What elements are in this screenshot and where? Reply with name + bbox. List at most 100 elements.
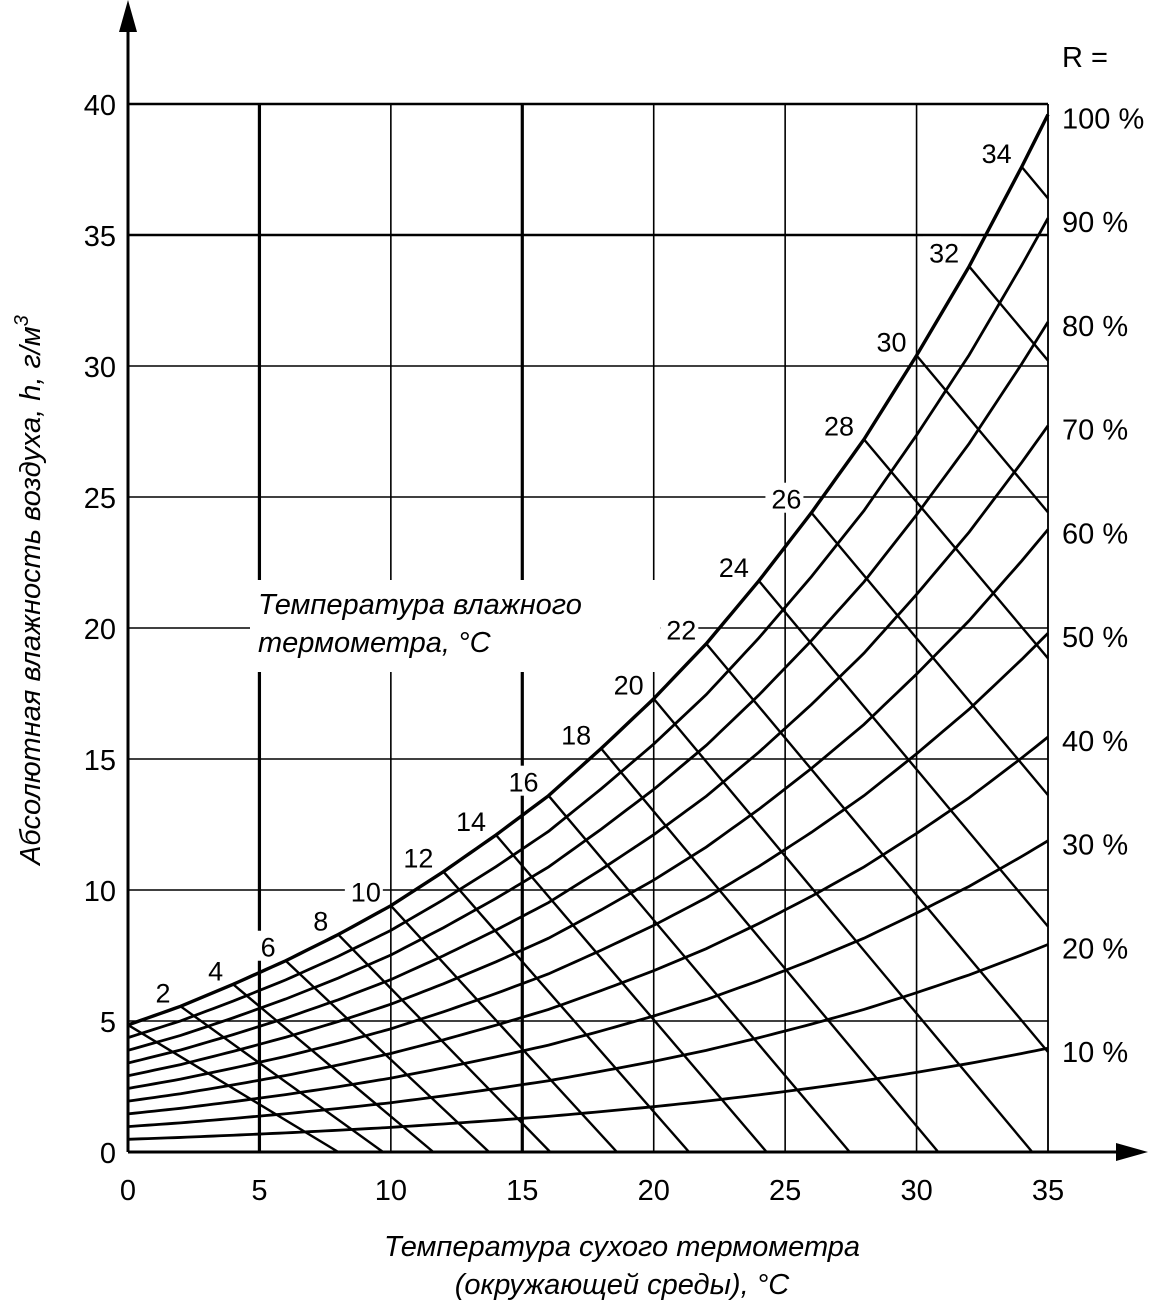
y-tick-15: 15 [84,745,116,777]
rh-line-50 [127,632,1049,1090]
wb-label-14: 14 [456,807,486,837]
wet-bulb-lines [127,166,1049,1154]
wb-line-28 [863,438,1049,660]
y-tick-40: 40 [84,90,116,122]
wb-label-26: 26 [771,485,801,515]
rh-label-20: 20 % [1062,933,1128,965]
rh-line-10 [127,1046,1049,1141]
wb-line-14 [495,834,768,1153]
tick-labels: 0 5 10 15 20 25 30 35 0 5 10 15 20 25 30 35 40 [84,90,1064,1207]
wb-label-20: 20 [614,671,644,701]
wb-label-bg-32 [923,236,962,267]
wb-label-12: 12 [403,844,433,874]
x-tick-10: 10 [375,1175,407,1207]
wb-label-22: 22 [666,616,696,646]
x-axis-title-line-1: Температура сухого термометра [384,1231,860,1263]
wb-label-bg-16 [502,765,541,796]
rh-line-30 [127,839,1049,1116]
wb-label-bg-22 [660,613,699,644]
y-axis-title-sup: 3 [11,315,33,326]
wb-label-4: 4 [208,956,223,986]
wb-line-0 [127,1023,339,1154]
x-tick-20: 20 [638,1175,670,1207]
rh-label-50: 50 % [1062,622,1128,654]
wb-line-26 [810,511,1049,796]
rh-line-20 [127,943,1049,1128]
y-tick-30: 30 [84,352,116,384]
rh-label-80: 80 % [1062,311,1128,343]
rh-line-80 [127,321,1050,1052]
x-tick-5: 5 [251,1175,267,1207]
rh-label-60: 60 % [1062,518,1128,550]
rh-label-100: 100 % [1062,103,1144,135]
relative-humidity-labels: 100 % 90 % 80 % 70 % 60 % 50 % 40 % 30 % 20 % 10 … [1062,103,1144,1069]
wb-label-2: 2 [156,978,171,1008]
y-axis-title: Абсолютная влажность воздуха, h, г/м3 [11,315,47,867]
relative-humidity-lines [127,113,1050,1141]
wb-label-16: 16 [509,768,539,798]
wb-label-bg-26 [765,482,804,513]
y-tick-25: 25 [84,483,116,515]
wb-line-8 [337,933,552,1153]
wb-label-bg-4 [187,954,226,985]
axes [119,0,1148,1161]
wb-line-32 [968,265,1049,362]
r-header: R = [1062,42,1108,74]
wet-bulb-annotation: Температура влажного термометра, °C [250,580,660,672]
x-axis-title-line-2: (окружающей среды), °C [455,1269,791,1301]
wb-label-24: 24 [719,553,749,583]
wb-label-bg-18 [555,718,594,749]
wb-line-2 [179,1005,384,1153]
wb-label-bg-8 [292,904,331,935]
y-tick-35: 35 [84,221,116,253]
wb-label-bg-34 [975,136,1014,167]
wb-label-bg-20 [607,668,646,699]
wb-line-20 [652,697,1034,1153]
rh-label-30: 30 % [1062,830,1128,862]
wb-line-16 [547,794,851,1153]
rh-line-40 [127,735,1049,1103]
annotation-line-2: термометра, °C [258,627,492,659]
rh-label-70: 70 % [1062,415,1128,447]
wb-label-bg-2 [134,976,173,1007]
rh-label-90: 90 % [1062,207,1128,239]
wb-line-30 [915,354,1049,514]
wb-label-bg-24 [712,550,751,581]
x-tick-15: 15 [506,1175,538,1207]
wb-line-22 [705,642,1049,1053]
wb-label-bg-14 [450,804,488,835]
wb-label-30: 30 [877,328,907,358]
wb-line-6 [284,959,490,1153]
wb-label-bg-10 [344,875,383,906]
x-tick-25: 25 [769,1175,801,1207]
wb-label-18: 18 [561,721,591,751]
wb-line-34 [1020,166,1049,200]
wb-label-8: 8 [313,907,328,937]
wb-label-34: 34 [982,139,1012,169]
y-tick-10: 10 [84,876,116,908]
wb-label-bg-12 [397,841,436,872]
y-axis-arrow [119,0,137,32]
x-tick-35: 35 [1032,1175,1064,1207]
x-tick-30: 30 [900,1175,932,1207]
x-axis-arrow [1116,1143,1148,1161]
wb-line-4 [232,983,435,1153]
wb-label-bg-28 [818,409,856,440]
x-tick-0: 0 [120,1175,136,1207]
rh-line-100 [127,113,1050,1027]
wb-label-bg-30 [870,325,909,356]
rh-line-90 [127,217,1050,1039]
y-tick-5: 5 [100,1007,116,1039]
rh-label-10: 10 % [1062,1037,1128,1069]
wb-line-10 [389,904,618,1153]
y-tick-20: 20 [84,614,116,646]
wb-label-32: 32 [929,238,959,268]
wb-line-18 [600,747,940,1153]
y-tick-0: 0 [100,1138,116,1170]
wb-label-10: 10 [351,878,381,908]
annotation-line-1: Температура влажного [258,589,582,621]
wb-label-6: 6 [261,933,276,963]
rh-line-60 [127,528,1050,1078]
